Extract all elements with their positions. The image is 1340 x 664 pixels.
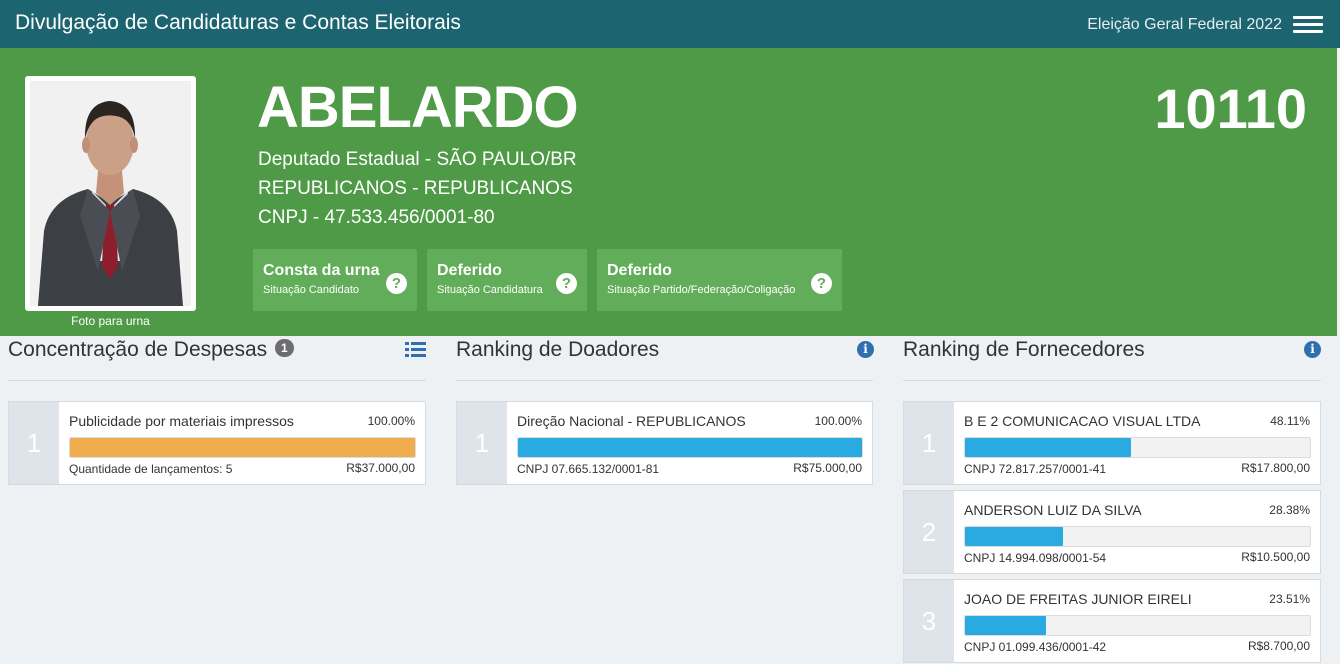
despesa-card[interactable]: 1 Publicidade por materiais impressos 10… <box>8 401 426 485</box>
candidate-party: REPUBLICANOS - REPUBLICANOS <box>258 178 573 199</box>
doador-card[interactable]: 1 Direção Nacional - REPUBLICANOS 100.00… <box>456 401 873 485</box>
list-icon[interactable] <box>405 341 426 358</box>
question-icon[interactable]: ? <box>386 273 407 294</box>
progress-fill <box>518 438 862 457</box>
item-cnpj: CNPJ 01.099.436/0001-42 <box>964 640 1107 654</box>
item-cnpj: CNPJ 14.994.098/0001-54 <box>964 551 1107 565</box>
doadores-divider <box>456 380 873 381</box>
status-main: Consta da urna <box>263 262 380 279</box>
progress-track <box>964 526 1311 547</box>
question-icon[interactable]: ? <box>811 273 832 294</box>
item-value: R$37.000,00 <box>346 461 415 475</box>
item-percent: 23.51% <box>1269 592 1310 606</box>
rank-number: 3 <box>904 580 954 662</box>
rank-number: 1 <box>9 402 59 484</box>
candidate-header: Foto para urna ABELARDO 10110 Deputado E… <box>0 48 1337 336</box>
info-icon[interactable]: i <box>1304 341 1321 358</box>
item-name: ANDERSON LUIZ DA SILVA <box>964 502 1142 518</box>
info-icon[interactable]: i <box>857 341 874 358</box>
status-sub: Situação Candidatura <box>437 284 543 296</box>
item-name: B E 2 COMUNICACAO VISUAL LTDA <box>964 413 1201 429</box>
status-main: Deferido <box>437 262 502 279</box>
progress-track <box>964 437 1311 458</box>
status-partido[interactable]: Deferido Situação Partido/Federação/Coli… <box>597 249 842 311</box>
progress-fill <box>965 527 1063 546</box>
item-percent: 100.00% <box>814 414 862 428</box>
top-bar: Divulgação de Candidaturas e Contas Elei… <box>0 0 1340 48</box>
candidate-number: 10110 <box>1154 77 1307 140</box>
site-title[interactable]: Divulgação de Candidaturas e Contas Elei… <box>15 11 461 34</box>
fornecedor-card[interactable]: 2 ANDERSON LUIZ DA SILVA 28.38% CNPJ 14.… <box>903 490 1321 574</box>
item-cnpj: CNPJ 72.817.257/0001-41 <box>964 462 1107 476</box>
despesas-title: Concentração de Despesas 1 <box>8 338 294 362</box>
doadores-title: Ranking de Doadores <box>456 338 660 361</box>
item-value: R$17.800,00 <box>1241 461 1310 475</box>
status-main: Deferido <box>607 262 672 279</box>
item-percent: 48.11% <box>1270 414 1310 428</box>
rank-number: 1 <box>457 402 507 484</box>
despesas-divider <box>8 380 426 381</box>
fornecedores-divider <box>903 380 1321 381</box>
photo-caption: Foto para urna <box>71 314 150 328</box>
item-name: Publicidade por materiais impressos <box>69 413 294 429</box>
election-label: Eleição Geral Federal 2022 <box>1087 16 1282 33</box>
candidate-cnpj: CNPJ - 47.533.456/0001-80 <box>258 207 495 228</box>
item-name: JOAO DE FREITAS JUNIOR EIRELI <box>964 591 1192 607</box>
item-value: R$8.700,00 <box>1247 639 1310 653</box>
candidate-photo-frame <box>25 76 196 311</box>
item-name: Direção Nacional - REPUBLICANOS <box>517 413 746 429</box>
progress-track <box>964 615 1311 636</box>
progress-fill <box>965 438 1131 457</box>
rank-number: 2 <box>904 491 954 573</box>
progress-fill <box>70 438 415 457</box>
status-sub: Situação Candidato <box>263 284 360 296</box>
candidate-name: ABELARDO <box>257 75 579 140</box>
progress-track <box>517 437 863 458</box>
status-sub: Situação Partido/Federação/Coligação <box>607 284 796 296</box>
status-candidato[interactable]: Consta da urna Situação Candidato ? <box>253 249 417 311</box>
candidate-office: Deputado Estadual - SÃO PAULO/BR <box>258 149 577 170</box>
fornecedor-card[interactable]: 1 B E 2 COMUNICACAO VISUAL LTDA 48.11% C… <box>903 401 1321 485</box>
hamburger-menu-icon[interactable] <box>1293 15 1323 35</box>
item-value: R$75.000,00 <box>793 461 862 475</box>
item-percent: 100.00% <box>367 414 415 428</box>
item-count: Quantidade de lançamentos: 5 <box>69 462 233 476</box>
rank-number: 1 <box>904 402 954 484</box>
item-percent: 28.38% <box>1269 503 1310 517</box>
question-icon[interactable]: ? <box>556 273 577 294</box>
fornecedores-title: Ranking de Fornecedores <box>903 338 1145 361</box>
candidate-photo <box>30 81 191 306</box>
status-candidatura[interactable]: Deferido Situação Candidatura ? <box>427 249 587 311</box>
fornecedor-card[interactable]: 3 JOAO DE FREITAS JUNIOR EIRELI 23.51% C… <box>903 579 1321 663</box>
item-value: R$10.500,00 <box>1241 550 1310 564</box>
progress-fill <box>965 616 1047 635</box>
progress-track <box>69 437 416 458</box>
despesas-count-badge: 1 <box>275 339 294 358</box>
item-cnpj: CNPJ 07.665.132/0001-81 <box>517 462 660 476</box>
despesas-title-text: Concentração de Despesas <box>8 338 268 361</box>
